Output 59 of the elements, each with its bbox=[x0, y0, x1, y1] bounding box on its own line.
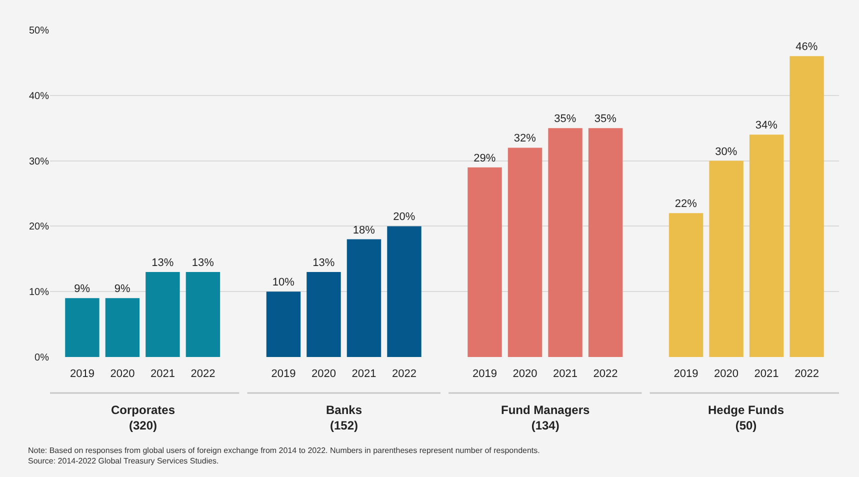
data-label: 9% bbox=[74, 283, 90, 296]
data-label: 20% bbox=[393, 211, 416, 224]
data-label: 34% bbox=[755, 120, 778, 132]
text: Fund Managers (134) bbox=[501, 403, 590, 433]
bar bbox=[588, 128, 623, 357]
x-tick-label: 2020 bbox=[512, 368, 538, 380]
bar bbox=[105, 298, 140, 357]
x-tick-label: 2019 bbox=[674, 368, 698, 380]
x-tick-label: 2020 bbox=[110, 368, 135, 380]
data-label: 9% bbox=[114, 283, 131, 296]
x-tick-label: 2021 bbox=[352, 368, 376, 380]
x-tick-label: 2019 bbox=[70, 368, 94, 380]
text: Banks (152) bbox=[326, 403, 362, 433]
x-tick-label: 2020 bbox=[311, 368, 336, 380]
data-label: 13% bbox=[152, 256, 174, 269]
data-label: 35% bbox=[554, 113, 576, 126]
bar bbox=[146, 272, 180, 357]
x-tick-label: 2021 bbox=[754, 368, 779, 380]
data-label: 30% bbox=[715, 146, 738, 158]
bar bbox=[548, 128, 582, 357]
text: Hedge Funds (50) bbox=[708, 403, 784, 433]
x-tick-label: 2020 bbox=[714, 368, 739, 380]
x-tick-label: 2019 bbox=[472, 368, 497, 380]
text: Corporates (320) bbox=[111, 403, 176, 433]
y-tick-label: 40% bbox=[28, 90, 50, 102]
data-label: 13% bbox=[312, 256, 335, 269]
bar bbox=[790, 56, 824, 357]
x-tick-label: 2022 bbox=[794, 368, 820, 380]
y-tick-label: 20% bbox=[28, 222, 50, 233]
data-label: 29% bbox=[474, 152, 496, 164]
text: Note: Based on responses from global users of foreign exchange from 2014 to 2022. Numbers in parentheses represent number of respondents. Source: 2014-2022 Global Treasury Services Studies. bbox=[28, 446, 540, 466]
x-tick-label: 2019 bbox=[271, 368, 296, 380]
bar bbox=[468, 167, 502, 357]
bar bbox=[186, 272, 220, 357]
data-label: 46% bbox=[796, 41, 818, 54]
y-tick-label: 50% bbox=[28, 26, 50, 36]
y-tick-label: 30% bbox=[28, 156, 50, 168]
x-tick-label: 2021 bbox=[553, 368, 578, 380]
data-label: 13% bbox=[192, 256, 214, 269]
data-label: 32% bbox=[514, 132, 536, 145]
data-label: 35% bbox=[594, 113, 617, 126]
x-tick-label: 2022 bbox=[392, 368, 416, 380]
x-tick-label: 2022 bbox=[593, 368, 618, 380]
data-label: 22% bbox=[674, 198, 698, 210]
bar bbox=[65, 298, 100, 357]
bar bbox=[668, 213, 704, 357]
bar bbox=[709, 160, 744, 357]
data-label: 18% bbox=[352, 224, 376, 236]
bar bbox=[346, 239, 382, 357]
y-tick-label: 10% bbox=[28, 287, 50, 298]
bar bbox=[749, 134, 784, 357]
x-tick-label: 2021 bbox=[150, 368, 175, 380]
bar bbox=[306, 272, 341, 357]
x-tick-label: 2022 bbox=[190, 368, 216, 380]
y-tick-label: 0% bbox=[34, 352, 50, 364]
bar bbox=[387, 226, 422, 357]
bar bbox=[266, 292, 301, 357]
data-label: 10% bbox=[272, 276, 295, 289]
bar bbox=[508, 148, 542, 357]
